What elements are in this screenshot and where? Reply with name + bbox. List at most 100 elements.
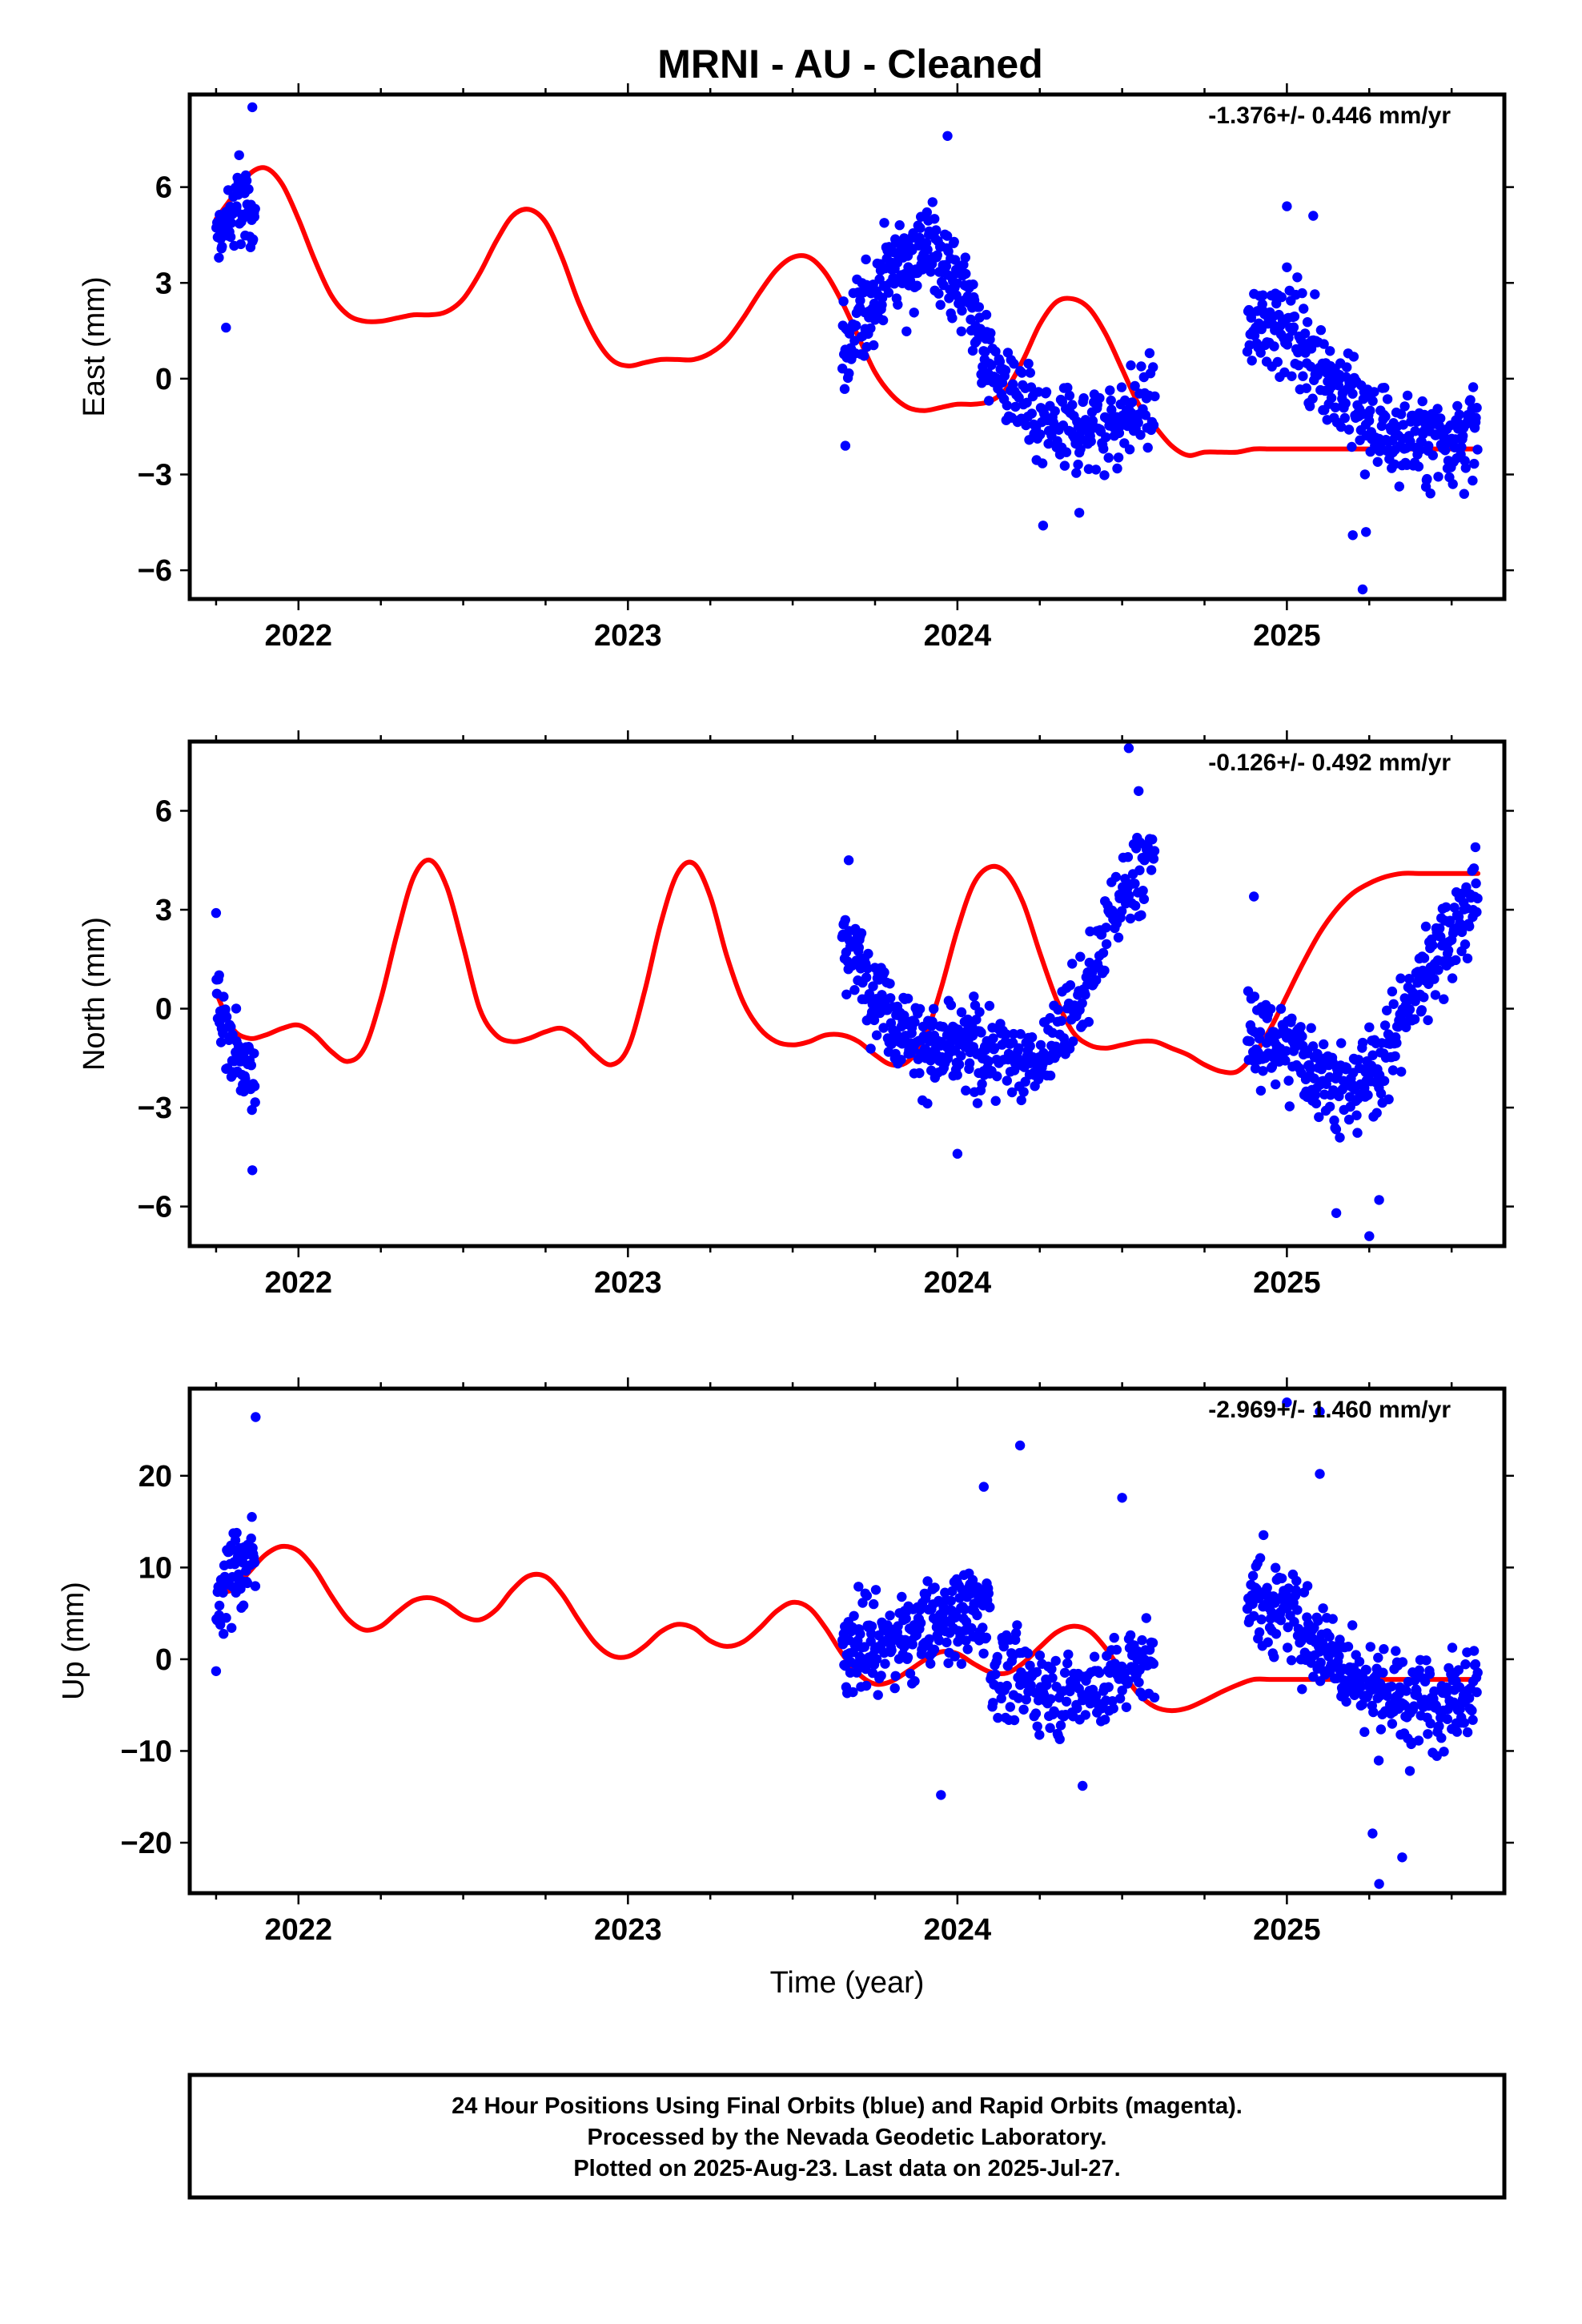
east-point-829 — [1472, 444, 1483, 455]
north-point-305 — [990, 1043, 1000, 1053]
up-point-31 — [231, 1527, 242, 1538]
up-outlier-point-5 — [1117, 1493, 1127, 1503]
north-point-578 — [1297, 1031, 1307, 1042]
east-point-56 — [248, 234, 259, 245]
up-point-355 — [1030, 1708, 1042, 1719]
up-point-664 — [1357, 1699, 1367, 1710]
north-point-297 — [983, 1056, 994, 1067]
north-point-811 — [1460, 939, 1471, 950]
east-point-94 — [858, 287, 869, 298]
east-point-800 — [1452, 400, 1463, 412]
east-point-126 — [877, 315, 889, 326]
east-tick-layer: −6 −3 0 3 6 2022 2023 2024 2025 — [138, 83, 1514, 653]
up-point-170 — [905, 1668, 916, 1679]
north-point-486 — [1138, 894, 1150, 905]
north-point-223 — [938, 1022, 949, 1032]
east-point-586 — [1302, 317, 1313, 328]
north-x-tick-label-2: 2024 — [924, 1266, 992, 1300]
up-point-316 — [998, 1641, 1010, 1652]
north-point-319 — [1001, 1029, 1012, 1039]
up-point-541 — [1271, 1629, 1282, 1639]
up-point-534 — [1267, 1607, 1277, 1618]
north-point-540 — [1271, 1079, 1281, 1090]
up-point-800 — [1452, 1727, 1463, 1737]
east-point-750 — [1417, 396, 1427, 407]
north-point-208 — [929, 1003, 939, 1015]
up-point-722 — [1397, 1657, 1408, 1667]
east-point-95 — [859, 351, 869, 361]
north-point-65 — [840, 915, 851, 926]
north-point-720 — [1396, 1067, 1407, 1077]
up-point-538 — [1269, 1652, 1279, 1663]
up-point-47 — [242, 1578, 253, 1589]
north-point-322 — [1003, 1048, 1014, 1059]
north-point-563 — [1287, 1013, 1297, 1024]
north-point-632 — [1335, 1132, 1345, 1143]
north-point-498 — [1148, 854, 1159, 864]
east-point-445 — [1105, 385, 1115, 396]
up-point-269 — [966, 1622, 977, 1634]
east-point-567 — [1289, 312, 1300, 322]
up-point-109 — [867, 1667, 878, 1679]
up-point-761 — [1424, 1669, 1435, 1679]
up-plot-frame — [187, 1386, 1507, 1896]
up-point-236 — [946, 1595, 957, 1606]
up-point-166 — [902, 1652, 913, 1663]
east-point-469 — [1124, 444, 1135, 455]
north-point-328 — [1008, 1028, 1019, 1039]
up-tick-layer: −20 −10 0 10 20 2022 2023 2024 2025 — [121, 1377, 1514, 1947]
north-point-657 — [1352, 1128, 1363, 1138]
east-point-828 — [1472, 403, 1482, 413]
east-y-tick-label-0: −6 — [138, 554, 172, 588]
up-point-146 — [890, 1671, 901, 1681]
up-point-357 — [1032, 1721, 1042, 1731]
east-point-776 — [1435, 413, 1446, 424]
east-point-241 — [949, 236, 959, 247]
east-point-499 — [1150, 391, 1160, 402]
east-point-482 — [1135, 429, 1146, 440]
north-point-691 — [1375, 1088, 1387, 1099]
up-point-767 — [1429, 1686, 1439, 1697]
up-point-345 — [1022, 1648, 1034, 1659]
north-point-334 — [1014, 1043, 1024, 1054]
up-point-517 — [1254, 1627, 1265, 1638]
up-point-303 — [988, 1698, 998, 1708]
north-y-tick-label-4: 6 — [155, 794, 172, 828]
north-tick-layer: −6 −3 0 3 6 2022 2023 2024 2025 — [138, 730, 1514, 1300]
east-point-22 — [225, 231, 236, 243]
east-point-679 — [1367, 396, 1378, 406]
east-point-368 — [1041, 387, 1052, 397]
north-point-101 — [862, 963, 873, 974]
east-point-589 — [1304, 401, 1315, 412]
north-point-769 — [1430, 990, 1441, 1000]
east-point-645 — [1343, 424, 1355, 435]
up-point-349 — [1026, 1680, 1036, 1691]
east-point-618 — [1325, 346, 1335, 356]
east-point-725 — [1399, 401, 1410, 412]
up-point-529 — [1263, 1637, 1273, 1647]
north-point-285 — [976, 1027, 986, 1038]
north-point-308 — [992, 1071, 1002, 1082]
east-y-tick-label-4: 6 — [155, 171, 172, 205]
north-point-266 — [964, 1058, 975, 1068]
north-point-784 — [1441, 902, 1452, 913]
east-point-822 — [1468, 475, 1478, 486]
north-outlier-point-9 — [1249, 891, 1259, 902]
north-point-277 — [971, 1015, 982, 1025]
north-rate-annotation: -0.126+/- 0.492 mm/yr — [1208, 750, 1451, 776]
up-point-591 — [1306, 1658, 1317, 1668]
up-point-313 — [996, 1693, 1006, 1704]
east-point-491 — [1142, 442, 1153, 453]
up-point-617 — [1324, 1631, 1335, 1642]
north-point-320 — [1002, 1076, 1013, 1086]
up-point-297 — [983, 1588, 994, 1598]
east-point-783 — [1439, 445, 1451, 456]
up-point-460 — [1117, 1685, 1127, 1696]
up-point-23 — [227, 1622, 237, 1634]
up-point-578 — [1297, 1684, 1307, 1695]
up-point-786 — [1442, 1714, 1453, 1724]
up-point-289 — [978, 1648, 989, 1659]
east-outlier-point-6 — [1347, 530, 1358, 541]
up-point-415 — [1080, 1710, 1091, 1720]
north-point-696 — [1379, 1076, 1390, 1087]
